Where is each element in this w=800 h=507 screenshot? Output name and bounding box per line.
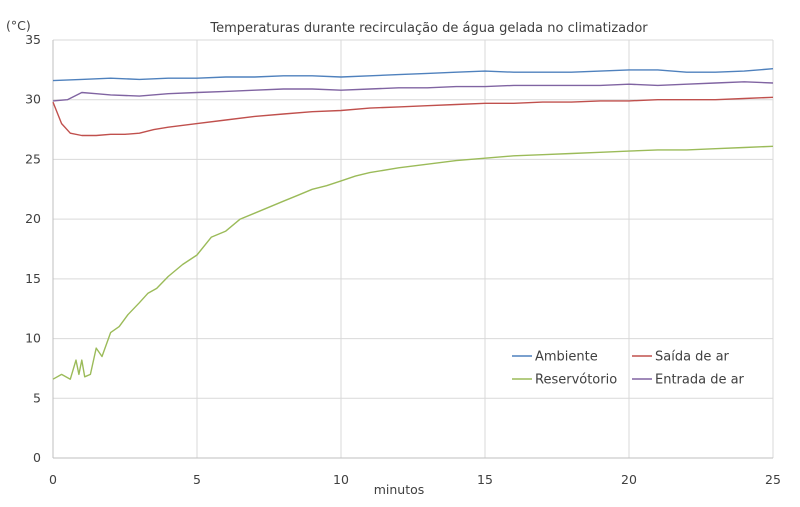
y-tick-label: 35 bbox=[25, 32, 41, 47]
legend-item-saida-de-ar: Saída de ar bbox=[632, 350, 730, 365]
x-axis-label: minutos bbox=[374, 482, 425, 497]
legend-item-entrada-de-ar: Entrada de ar bbox=[632, 373, 745, 388]
series-line-entrada-de-ar bbox=[52, 81, 774, 102]
legend-label: Saída de ar bbox=[655, 350, 730, 365]
x-tick-label: 20 bbox=[621, 472, 637, 487]
legend-item-reservatorio: Reservótorio bbox=[512, 373, 617, 388]
legend: Ambiente Saída de ar Reservótorio Entrada d… bbox=[512, 350, 745, 388]
legend-label: Entrada de ar bbox=[655, 373, 745, 388]
x-tick-label: 5 bbox=[193, 472, 201, 487]
gridlines bbox=[53, 39, 774, 458]
legend-label: Ambiente bbox=[535, 350, 598, 365]
y-tick-label: 30 bbox=[25, 92, 41, 107]
legend-label: Reservótorio bbox=[535, 373, 617, 388]
tick-labels: 0 5 10 15 20 25 30 35 0 5 10 15 20 25 bbox=[25, 32, 781, 487]
y-tick-label: 20 bbox=[25, 211, 41, 226]
y-tick-label: 15 bbox=[25, 271, 41, 286]
series-lines bbox=[52, 68, 774, 380]
x-tick-label: 15 bbox=[477, 472, 493, 487]
chart-title: Temperaturas durante recirculação de águ… bbox=[209, 21, 648, 36]
series-line-reservatorio bbox=[52, 145, 774, 380]
y-axis-label: (°C) bbox=[6, 18, 31, 33]
y-tick-label: 25 bbox=[25, 151, 41, 166]
y-tick-label: 5 bbox=[33, 390, 41, 405]
series-line-ambiente bbox=[52, 68, 774, 82]
y-tick-label: 10 bbox=[25, 331, 41, 346]
x-tick-label: 25 bbox=[765, 472, 781, 487]
series-line-saida-de-ar bbox=[52, 96, 774, 137]
legend-item-ambiente: Ambiente bbox=[512, 350, 598, 365]
axes bbox=[52, 40, 773, 459]
x-tick-label: 10 bbox=[333, 472, 349, 487]
x-tick-label: 0 bbox=[49, 472, 57, 487]
y-tick-label: 0 bbox=[33, 450, 41, 465]
